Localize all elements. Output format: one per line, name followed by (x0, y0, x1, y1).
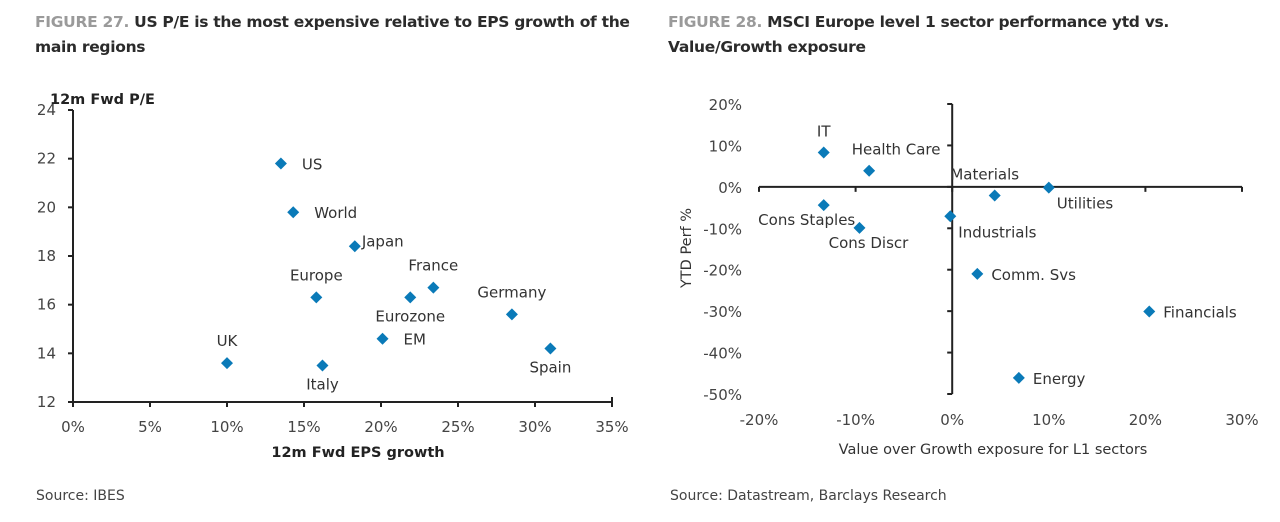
point-marker (316, 359, 329, 372)
figure-27-source: Source: IBES (36, 488, 125, 504)
point-label: France (408, 257, 458, 275)
y-tick-label: 20 (37, 198, 56, 216)
x-tick-label: 20% (364, 418, 397, 436)
data-point: EM (376, 331, 426, 349)
figure-28-title-text: MSCI Europe level 1 sector performance y… (668, 13, 1170, 56)
y-tick-label: 22 (37, 150, 56, 168)
point-marker (427, 281, 440, 294)
point-label: Europe (290, 266, 343, 284)
point-marker (287, 206, 300, 219)
x-tick-label: 30% (518, 418, 551, 436)
data-point: Japan (348, 232, 404, 253)
y-tick-label: 24 (37, 101, 56, 119)
point-marker (348, 240, 361, 253)
y-tick-label: 12 (37, 393, 56, 411)
figure-28-label: FIGURE 28. (668, 13, 763, 31)
x-axis-title: 12m Fwd EPS growth (271, 445, 444, 461)
data-point: Europe (290, 266, 343, 304)
y-tick-label: 18 (37, 247, 56, 265)
y-tick-label: 14 (37, 344, 56, 362)
axes: 12 14 16 18 20 22 24 0% 5% 10% 15% 20% 25% 30% 35% (37, 101, 629, 436)
data-point: France (408, 257, 458, 294)
x-tick-label: 10% (210, 418, 243, 436)
point-marker (544, 342, 557, 355)
point-label: Japan (361, 232, 404, 250)
data-point: Italy (306, 359, 339, 394)
figure-28-title: FIGURE 28. MSCI Europe level 1 sector pe… (668, 10, 1278, 60)
point-label: Italy (306, 376, 339, 394)
point-marker (274, 157, 287, 170)
point-marker (376, 332, 389, 345)
point-label: Spain (529, 358, 571, 376)
data-point: US (274, 156, 323, 174)
y-tick-label: 16 (37, 296, 56, 314)
figure-28-source: Source: Datastream, Barclays Research (670, 488, 947, 504)
data-point: Spain (529, 342, 571, 376)
point-label: EM (404, 331, 426, 349)
point-marker (310, 291, 323, 304)
data-point: Germany (477, 283, 546, 321)
point-marker (404, 291, 417, 304)
data-point: Eurozone (375, 291, 445, 325)
x-tick-label: 35% (595, 418, 628, 436)
x-tick-label: 15% (287, 418, 320, 436)
data-point: World (287, 204, 357, 222)
figure-27-label: FIGURE 27. (35, 13, 130, 31)
point-label: US (302, 156, 323, 174)
point-marker (221, 357, 233, 370)
x-tick-label: 0% (61, 418, 85, 436)
point-label: World (314, 204, 357, 222)
point-label: Germany (477, 283, 546, 301)
point-label: Eurozone (375, 307, 445, 325)
point-marker (505, 308, 518, 321)
data-point: UK (217, 332, 239, 370)
x-tick-label: 25% (441, 418, 474, 436)
point-label: UK (217, 332, 239, 350)
x-tick-label: 5% (138, 418, 162, 436)
figure-27-title-text: US P/E is the most expensive relative to… (35, 13, 630, 56)
figure-27-title: FIGURE 27. US P/E is the most expensive … (35, 10, 645, 60)
y-axis-title: 12m Fwd P/E (50, 92, 155, 108)
